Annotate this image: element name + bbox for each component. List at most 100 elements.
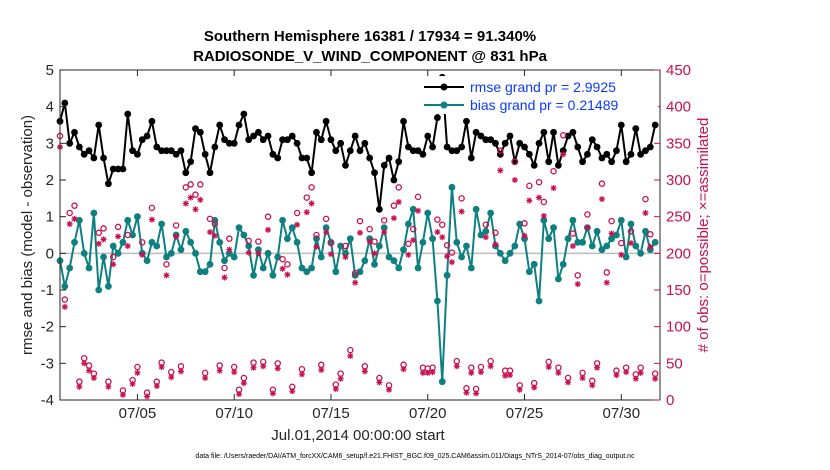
- bias-point: [404, 220, 412, 228]
- assimilated-obs-marker: [584, 224, 591, 231]
- assimilated-obs-marker: [313, 243, 320, 250]
- assimilated-obs-stroke: [608, 230, 615, 237]
- bias-point: [506, 249, 514, 257]
- assimilated-obs-stroke: [76, 384, 82, 390]
- y-tick-label: -3: [41, 355, 54, 372]
- bias-point: [429, 235, 436, 243]
- possible-obs-marker: [569, 230, 577, 237]
- possible-obs-marker: [618, 239, 625, 247]
- rmse-point: [206, 169, 214, 177]
- rmse-point: [472, 128, 480, 136]
- rmse-point: [90, 154, 98, 162]
- rmse-point: [487, 136, 495, 144]
- bias-point: [187, 238, 195, 246]
- bias-point: [554, 275, 562, 283]
- assimilated-obs-stroke: [647, 244, 653, 250]
- assimilated-obs-marker: [265, 226, 272, 233]
- bias-point: [293, 238, 301, 246]
- assimilated-obs-stroke: [100, 236, 107, 243]
- rmse-point: [196, 128, 204, 136]
- assimilated-obs-stroke: [270, 390, 276, 397]
- assimilated-obs-stroke: [512, 177, 518, 183]
- assimilated-obs-marker: [347, 353, 354, 359]
- assimilated-obs-marker: [424, 369, 431, 376]
- assimilated-obs-stroke: [265, 227, 271, 233]
- rmse-point: [593, 143, 601, 151]
- bias-point: [158, 220, 166, 228]
- assimilated-obs-marker: [105, 383, 112, 390]
- rmse-point: [385, 154, 393, 162]
- assimilated-obs-marker: [381, 229, 388, 236]
- rmse-point: [293, 139, 301, 147]
- assimilated-obs-marker: [492, 241, 499, 248]
- y-tick-label: 3: [46, 135, 54, 152]
- assimilated-obs-stroke: [207, 229, 213, 235]
- possible-obs-marker: [163, 261, 170, 268]
- assimilated-obs-marker: [182, 200, 189, 207]
- bias-point: [375, 242, 383, 250]
- rmse-point: [332, 147, 340, 155]
- assimilated-obs-stroke: [599, 196, 605, 202]
- x-axis: 07/05 07/10 07/15 07/20 07/25 07/30: [119, 70, 640, 422]
- bias-point: [71, 238, 78, 246]
- assimilated-obs-marker: [526, 197, 533, 204]
- assimilated-obs-stroke: [134, 370, 141, 376]
- assimilated-obs-stroke: [318, 367, 324, 373]
- rmse-point: [525, 150, 533, 158]
- rmse-point: [138, 136, 146, 144]
- bias-point: [66, 264, 74, 272]
- assimilated-obs-stroke: [115, 233, 121, 240]
- y-right-tick-label: 400: [666, 99, 691, 116]
- assimilated-obs-marker: [405, 251, 412, 258]
- assimilated-obs-marker: [473, 390, 480, 397]
- rmse-point: [506, 132, 514, 140]
- rmse-point: [104, 180, 112, 188]
- bias-point: [385, 253, 393, 261]
- possible-obs-marker: [497, 147, 504, 154]
- assimilated-obs-stroke: [173, 233, 179, 240]
- rmse-point: [269, 150, 277, 158]
- bias-point: [627, 220, 635, 228]
- assimilated-obs-stroke: [526, 197, 532, 204]
- rmse-point: [163, 147, 170, 155]
- bias-point: [400, 246, 407, 254]
- assimilated-obs-marker: [395, 199, 402, 205]
- assimilated-obs-stroke: [405, 252, 412, 258]
- possible-obs-marker: [322, 215, 330, 223]
- possible-obs-marker: [351, 269, 359, 277]
- possible-obs-marker: [284, 261, 291, 268]
- assimilated-obs-stroke: [250, 365, 257, 371]
- bias-point: [637, 249, 645, 257]
- assimilated-obs-stroke: [197, 197, 203, 203]
- bias-point: [642, 227, 649, 235]
- rmse-point: [351, 132, 359, 140]
- assimilated-obs-marker: [598, 196, 605, 203]
- bias-point: [380, 224, 388, 232]
- rmse-point: [414, 147, 422, 155]
- chart-title-line1: Southern Hemisphere 16381 / 17934 = 91.3…: [204, 28, 536, 45]
- bias-point: [104, 282, 112, 290]
- assimilated-obs-stroke: [236, 391, 242, 397]
- bias-point: [501, 257, 509, 265]
- assimilated-obs-marker: [400, 366, 407, 373]
- rmse-point: [245, 136, 253, 144]
- rmse-point: [192, 125, 199, 133]
- rmse-point: [550, 128, 557, 136]
- assimilated-obs-stroke: [652, 376, 658, 382]
- possible-obs-marker: [405, 240, 412, 248]
- assimilated-obs-stroke: [158, 364, 165, 370]
- chart-title-line2: RADIOSONDE_V_WIND_COMPONENT @ 831 hPa: [193, 48, 548, 65]
- rmse-point: [637, 150, 645, 158]
- bias-point: [196, 268, 204, 276]
- y-tick-label: 4: [46, 99, 54, 116]
- bias-point: [511, 242, 519, 250]
- rmse-point: [274, 154, 282, 162]
- bias-point: [114, 249, 122, 257]
- bias-point: [434, 297, 441, 305]
- bias-point: [448, 183, 456, 191]
- assimilated-obs-marker: [66, 221, 73, 227]
- rmse-point: [463, 117, 470, 125]
- rmse-point: [75, 143, 83, 151]
- possible-obs-marker: [414, 193, 422, 201]
- bias-point: [458, 253, 466, 261]
